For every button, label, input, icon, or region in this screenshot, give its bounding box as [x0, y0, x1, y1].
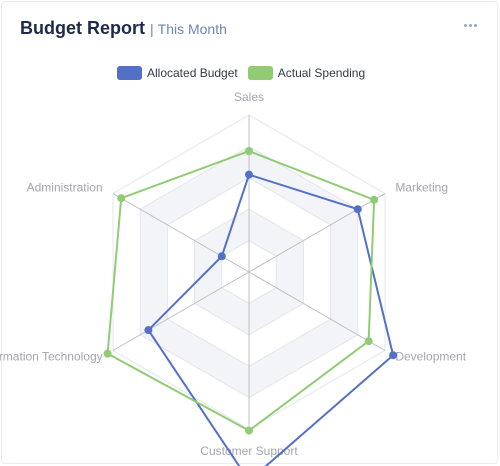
- series-point-1: [364, 337, 373, 346]
- card-subtitle: This Month: [157, 21, 227, 37]
- legend-label-actual: Actual Spending: [277, 66, 366, 80]
- more-options-button[interactable]: [458, 16, 482, 34]
- legend-item-allocated[interactable]: Allocated Budget: [117, 66, 238, 80]
- radar-axis-label: Development: [395, 350, 466, 364]
- more-horizontal-icon: [463, 23, 467, 27]
- series-point-0: [353, 205, 362, 214]
- series-point-1: [245, 426, 253, 435]
- series-point-0: [245, 170, 253, 179]
- radar-axis-line: [248, 193, 386, 273]
- chart-legend: Allocated Budget Actual Spending: [117, 66, 375, 80]
- legend-item-actual[interactable]: Actual Spending: [247, 66, 366, 80]
- radar-axis-label: Information Technology: [0, 350, 103, 364]
- series-point-1: [245, 147, 253, 156]
- radar-axis-line: [248, 271, 386, 351]
- card-title: Budget Report: [20, 18, 145, 38]
- radar-axis-label: Administration: [27, 181, 103, 195]
- legend-label-allocated: Allocated Budget: [147, 66, 238, 80]
- more-horizontal-icon-dot: [468, 23, 472, 27]
- more-horizontal-icon-dot: [473, 23, 477, 27]
- series-point-0: [217, 252, 226, 261]
- legend-swatch-allocated: [117, 66, 142, 80]
- series-point-1: [370, 195, 379, 204]
- radar-axis-label: Sales: [234, 90, 264, 104]
- radar-axis-line: [112, 271, 250, 351]
- radar-axis-line: [112, 193, 250, 273]
- card-header: Budget Report | This Month: [20, 18, 227, 39]
- legend-swatch-actual: [247, 66, 273, 80]
- series-point-1: [117, 194, 126, 203]
- series-point-0: [144, 326, 153, 335]
- series-point-0: [389, 351, 398, 360]
- series-point-1: [103, 349, 112, 358]
- radar-axis-label: Marketing: [395, 181, 448, 195]
- radar-axis-label: Customer Support: [200, 444, 298, 458]
- title-separator: |: [150, 21, 154, 37]
